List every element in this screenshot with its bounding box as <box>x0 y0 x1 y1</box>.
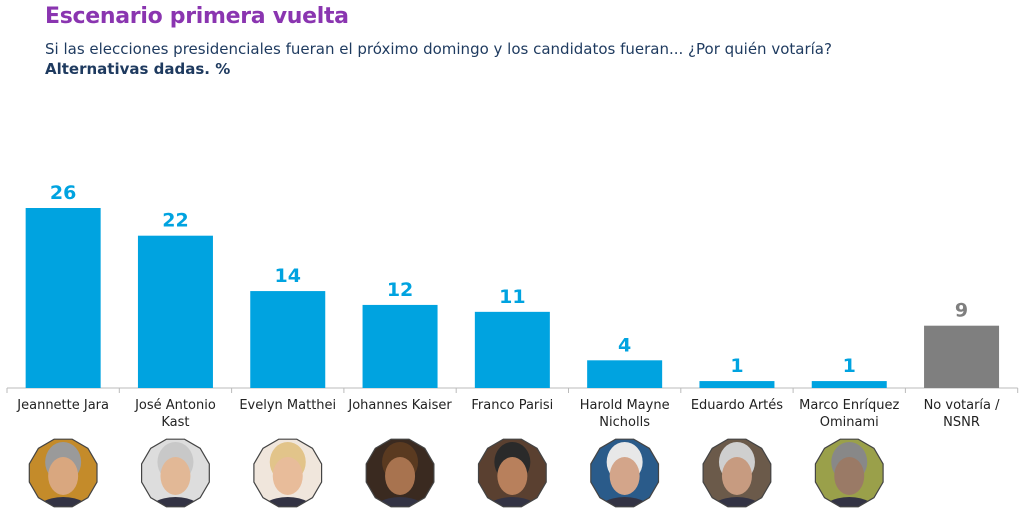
candidate-photo <box>590 438 660 508</box>
category-label: Marco Enríquez Ominami <box>799 398 900 430</box>
data-label: 1 <box>730 355 743 377</box>
bar <box>137 235 213 388</box>
bar <box>362 304 438 388</box>
category-label: Franco Parisi <box>471 398 554 413</box>
data-label: 26 <box>50 182 76 204</box>
category-label: José Antonio Kast <box>135 398 216 430</box>
data-label: 4 <box>618 334 631 356</box>
candidate-photo <box>365 438 435 508</box>
data-label: 1 <box>843 355 856 377</box>
candidate-photo <box>253 438 323 508</box>
candidate-photo <box>702 438 772 508</box>
candidate-photo <box>814 438 884 508</box>
data-label: 11 <box>499 286 525 308</box>
bar <box>924 325 1000 388</box>
candidate-photo <box>141 438 210 508</box>
bar <box>474 311 550 388</box>
data-label: 22 <box>162 210 188 232</box>
category-label: Eduardo Artés <box>690 398 784 413</box>
category-label: Jeannette Jara <box>17 398 109 413</box>
bar <box>250 291 326 388</box>
category-label: No votaría / NSNR <box>923 398 1000 430</box>
candidate-photo <box>477 438 547 508</box>
category-label: Evelyn Matthei <box>239 398 337 413</box>
chart-subtitle: Si las elecciones presidenciales fueran … <box>45 40 832 58</box>
bar <box>699 381 775 388</box>
data-label: 14 <box>275 265 301 287</box>
data-label: 9 <box>955 300 968 322</box>
bar <box>25 208 101 388</box>
bar <box>587 360 663 388</box>
data-label: 12 <box>387 279 413 301</box>
category-label: Harold Mayne Nicholls <box>579 398 670 430</box>
category-label: Johannes Kaiser <box>348 398 452 413</box>
bar <box>811 381 887 388</box>
candidate-photo <box>28 438 98 508</box>
chart-title: Escenario primera vuelta <box>45 4 349 29</box>
chart-unit: Alternativas dadas. % <box>45 60 231 78</box>
